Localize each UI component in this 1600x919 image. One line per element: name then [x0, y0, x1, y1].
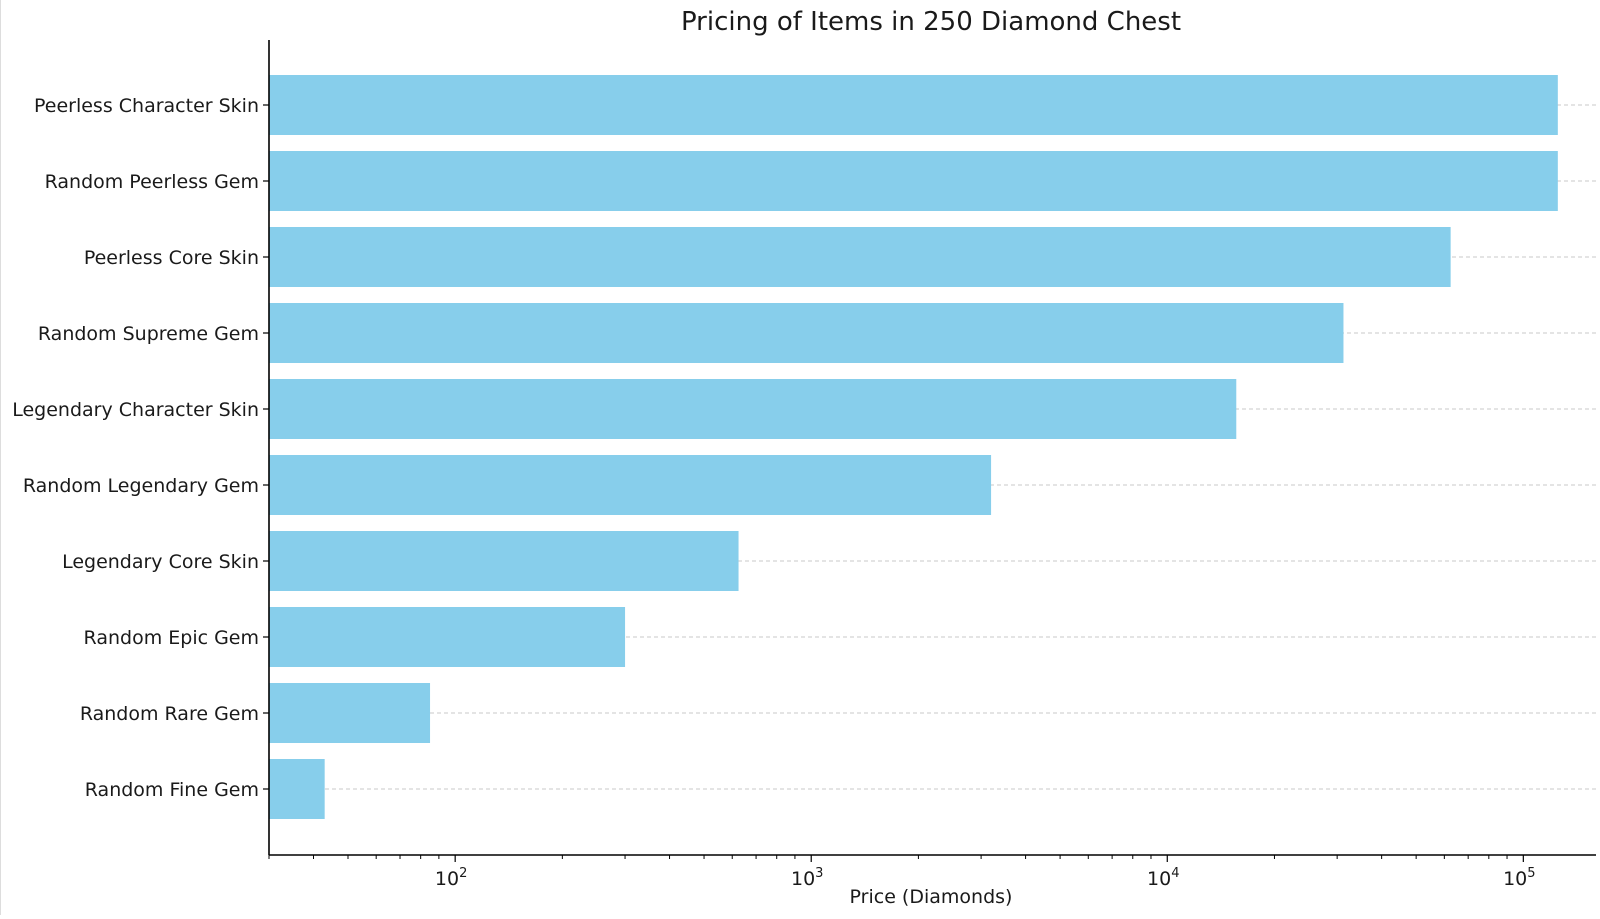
- bar: [269, 151, 1558, 211]
- bar: [269, 227, 1451, 287]
- y-tick-label: Random Peerless Gem: [45, 171, 259, 193]
- x-tick-labels: 102 103 104 105: [268, 855, 1536, 890]
- x-axis-label: Price (Diamonds): [850, 886, 1013, 908]
- bar: [269, 683, 431, 743]
- bar: [269, 455, 992, 515]
- y-tick-label: Random Supreme Gem: [38, 323, 259, 345]
- y-tick-label: Random Legendary Gem: [23, 475, 259, 497]
- y-tick-labels: Peerless Character Skin Random Peerless G…: [12, 95, 269, 801]
- x-tick-label: 104: [1147, 866, 1179, 890]
- y-tick-label: Peerless Core Skin: [84, 247, 259, 269]
- y-tick-label: Peerless Character Skin: [34, 95, 259, 117]
- bar: [269, 75, 1558, 135]
- y-tick-label: Random Epic Gem: [84, 627, 259, 649]
- x-tick-label: 105: [1503, 866, 1535, 890]
- axes: [268, 40, 1596, 856]
- y-tick-label: Legendary Core Skin: [62, 551, 259, 573]
- y-tick-label: Random Fine Gem: [85, 779, 259, 801]
- x-tick-label: 102: [435, 866, 467, 890]
- bar: [269, 759, 325, 819]
- bar: [269, 303, 1344, 363]
- bar: [269, 379, 1237, 439]
- bars: [269, 75, 1558, 819]
- chart-title: Pricing of Items in 250 Diamond Chest: [681, 7, 1181, 37]
- bar: [269, 607, 626, 667]
- bar: [269, 531, 739, 591]
- y-tick-label: Legendary Character Skin: [12, 399, 259, 421]
- x-tick-label: 103: [791, 866, 823, 890]
- y-tick-label: Random Rare Gem: [80, 703, 259, 725]
